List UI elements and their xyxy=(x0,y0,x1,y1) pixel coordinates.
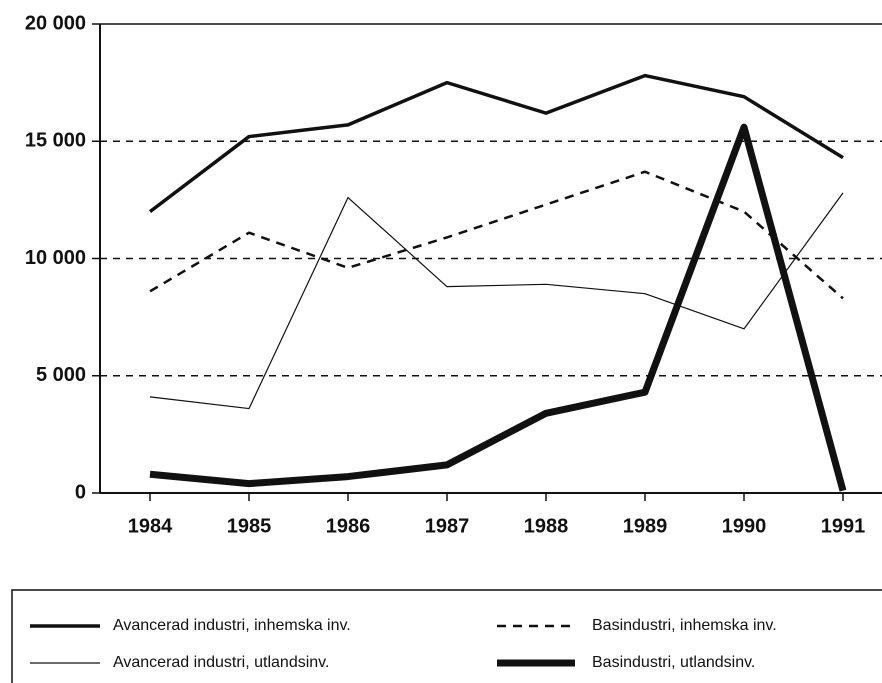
x-tick-label: 1990 xyxy=(722,515,767,537)
legend-label: Basindustri, utlandsinv. xyxy=(592,654,755,671)
x-tick-label: 1985 xyxy=(227,515,272,537)
x-tick-label: 1984 xyxy=(128,515,173,537)
x-tick-label: 1987 xyxy=(425,515,470,537)
legend-box xyxy=(11,589,882,683)
y-tick-label: 10 000 xyxy=(25,247,86,269)
x-tick-label: 1989 xyxy=(623,515,668,537)
series-line xyxy=(149,170,844,300)
x-tick-label: 1988 xyxy=(524,515,569,537)
x-tick-label: 1991 xyxy=(821,515,866,537)
series-line xyxy=(148,73,844,213)
y-tick-label: 20 000 xyxy=(25,12,86,34)
legend-label: Avancerad industri, inhemska inv. xyxy=(113,617,351,634)
series-line xyxy=(149,123,847,492)
y-tick-label: 15 000 xyxy=(25,130,86,152)
x-tick-label: 1986 xyxy=(326,515,371,537)
legend-label: Avancerad industri, utlandsinv. xyxy=(113,654,329,671)
series-line xyxy=(149,192,844,410)
legend-label: Basindustri, inhemska inv. xyxy=(592,617,777,634)
y-tick-label: 5 000 xyxy=(36,364,86,386)
y-tick-label: 0 xyxy=(75,481,86,503)
